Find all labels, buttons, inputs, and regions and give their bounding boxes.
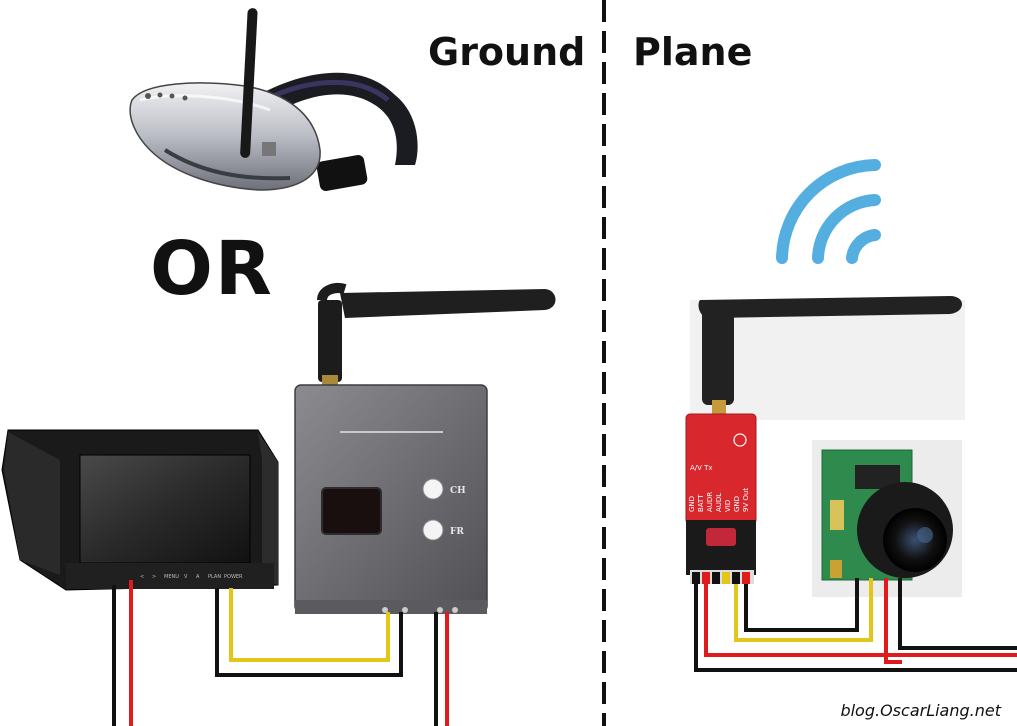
wireless-signal-icon bbox=[776, 159, 881, 264]
ground-label: Ground bbox=[428, 30, 586, 74]
tx-module-label: A/V Tx bbox=[690, 464, 713, 472]
plane-label: Plane bbox=[633, 30, 753, 74]
receiver-antenna bbox=[317, 283, 556, 387]
fr-button[interactable] bbox=[422, 519, 444, 541]
credit-text: blog.OscarLiang.net bbox=[840, 701, 1001, 720]
tx-pin-labels: GND BATT AUDR AUDL VID GND 9V Out bbox=[688, 488, 750, 512]
svg-text:<: < bbox=[140, 574, 144, 580]
ground-wiring bbox=[112, 580, 449, 726]
plane-wiring bbox=[694, 578, 1017, 672]
svg-text:VID: VID bbox=[724, 500, 732, 512]
monitor-buttons: < > MENU V A PLAN POWER bbox=[140, 574, 243, 580]
svg-text:V: V bbox=[184, 574, 188, 580]
svg-text:A: A bbox=[196, 574, 200, 580]
svg-text:MENU: MENU bbox=[164, 574, 179, 580]
ch-button-label: CH bbox=[450, 486, 466, 496]
video-transmitter: A/V Tx GND BATT AUDR AUDL VID GND 9V Out bbox=[685, 296, 965, 584]
svg-text:BATT: BATT bbox=[697, 494, 705, 512]
svg-text:PLAN: PLAN bbox=[208, 574, 221, 580]
monitor-screen bbox=[79, 454, 251, 564]
svg-text:>: > bbox=[152, 574, 156, 580]
svg-text:9V Out: 9V Out bbox=[742, 488, 750, 512]
ch-button[interactable] bbox=[422, 478, 444, 500]
svg-text:GND: GND bbox=[733, 496, 741, 512]
svg-text:AUDL: AUDL bbox=[715, 493, 723, 512]
video-receiver: CH FR bbox=[294, 283, 556, 614]
fpv-camera bbox=[812, 440, 962, 597]
fpv-monitor: < > MENU V A PLAN POWER bbox=[1, 429, 279, 591]
or-label: OR bbox=[150, 226, 274, 312]
svg-text:POWER: POWER bbox=[224, 574, 243, 580]
receiver-display bbox=[321, 487, 382, 535]
video-goggles bbox=[129, 8, 418, 191]
svg-text:AUDR: AUDR bbox=[706, 492, 714, 512]
svg-text:GND: GND bbox=[688, 496, 696, 512]
fr-button-label: FR bbox=[450, 527, 464, 537]
